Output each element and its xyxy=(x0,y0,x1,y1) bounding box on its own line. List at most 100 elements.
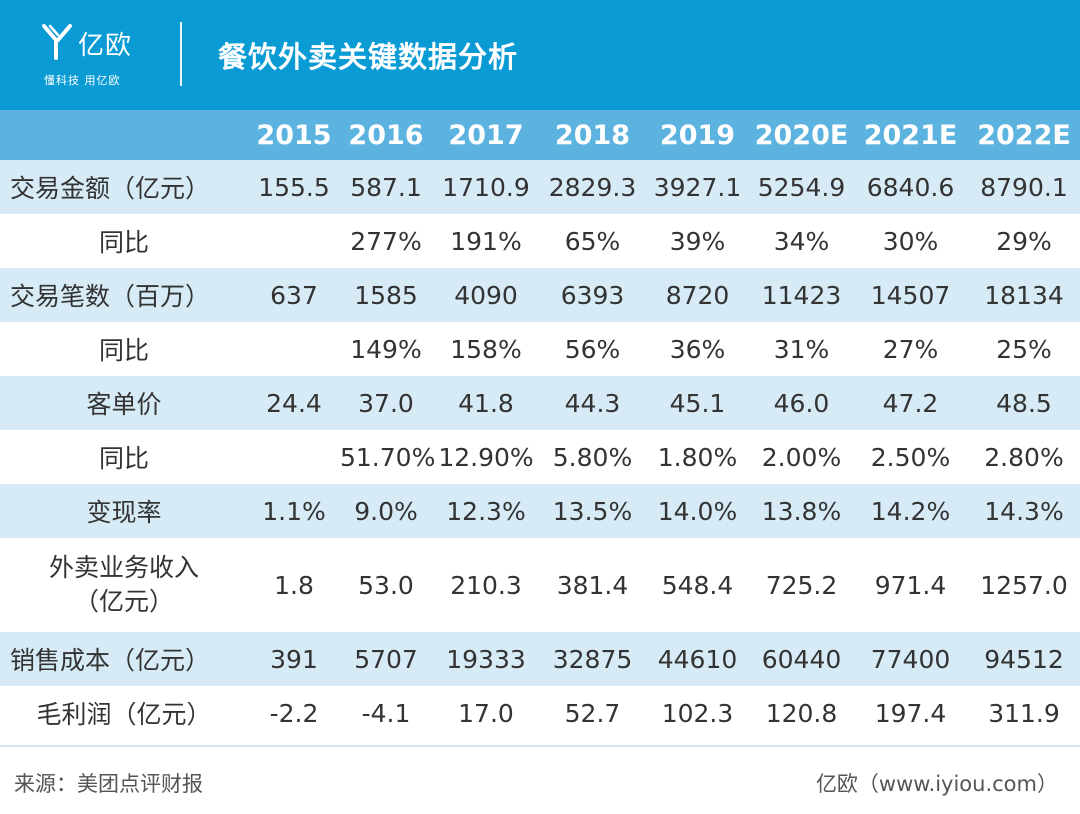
table-cell: 2.00% xyxy=(761,442,842,472)
row-label: 同比 xyxy=(98,336,149,365)
table-cell: 3927.1 xyxy=(653,172,742,202)
column-header: 2020E xyxy=(754,119,849,151)
site-credit: 亿欧（www.iyiou.com） xyxy=(815,772,1058,796)
table-cell: 725.2 xyxy=(765,570,838,600)
column-header xyxy=(0,110,248,160)
row-label: 毛利润（亿元） xyxy=(36,700,212,729)
table-cell: 8720 xyxy=(665,280,730,310)
logo-y-icon xyxy=(42,24,72,60)
table-row: 交易笔数（百万） 637 1585 4090 6393 8720 11423 1… xyxy=(0,268,1080,322)
row-label: 变现率 xyxy=(86,498,162,527)
table-cell: 32875 xyxy=(552,644,633,674)
table-cell: 18134 xyxy=(984,280,1064,310)
table-cell: 6840.6 xyxy=(866,172,955,202)
table-cell: 120.8 xyxy=(765,698,838,728)
table-cell: 46.0 xyxy=(773,388,830,418)
table-cell xyxy=(248,322,340,376)
table-cell: 19333 xyxy=(446,644,526,674)
column-header: 2022E xyxy=(977,119,1071,151)
table-cell: 197.4 xyxy=(874,698,947,728)
table-cell: 102.3 xyxy=(661,698,734,728)
table-cell: 12.90% xyxy=(438,442,534,472)
table-row: 同比 149% 158% 56% 36% 31% 27% 25% xyxy=(0,322,1080,376)
table-cell: 14507 xyxy=(870,280,951,310)
table-cell: 30% xyxy=(882,226,939,256)
footer-divider xyxy=(0,745,1080,747)
table-cell xyxy=(248,214,340,268)
table-cell: 44610 xyxy=(657,644,738,674)
table-cell: 51.70% xyxy=(340,442,436,472)
row-label: 交易金额（亿元） xyxy=(10,174,211,203)
table-cell: 17.0 xyxy=(458,698,514,728)
table-cell: 311.9 xyxy=(988,698,1060,728)
table-cell: 391 xyxy=(270,644,318,674)
table-cell: 277% xyxy=(350,226,422,256)
column-header: 2021E xyxy=(863,119,958,151)
page-title: 餐饮外卖关键数据分析 xyxy=(218,40,519,74)
source-note: 来源：美团点评财报 xyxy=(14,772,203,796)
table-cell: 25% xyxy=(996,334,1052,364)
table-cell: 158% xyxy=(450,334,522,364)
table-row: 变现率 1.1% 9.0% 12.3% 13.5% 14.0% 13.8% 14… xyxy=(0,484,1080,538)
table-cell: 12.3% xyxy=(446,496,526,526)
table-cell: 77400 xyxy=(870,644,951,674)
table-cell: 5254.9 xyxy=(757,172,846,202)
table-cell: 8790.1 xyxy=(980,172,1068,202)
row-label-line: 外卖业务收入 xyxy=(48,553,199,582)
table-cell: 1710.9 xyxy=(442,172,530,202)
header-banner: 亿欧 懂科技 用亿欧 餐饮外卖关键数据分析 xyxy=(0,0,1080,110)
table-cell: 5.80% xyxy=(552,442,633,472)
table-cell: 381.4 xyxy=(556,570,629,600)
table-cell: 56% xyxy=(564,334,621,364)
table-cell: 52.7 xyxy=(564,698,621,728)
table-header-row: 2015 2016 2017 2018 2019 2020E 2021E 202… xyxy=(0,110,1080,160)
column-header: 2016 xyxy=(348,119,424,151)
table-cell: 14.3% xyxy=(984,496,1064,526)
table-cell: 65% xyxy=(564,226,621,256)
table-row: 同比 51.70% 12.90% 5.80% 1.80% 2.00% 2.50%… xyxy=(0,430,1080,484)
table-cell: 1.1% xyxy=(262,496,326,526)
table-cell: 47.2 xyxy=(882,388,939,418)
table-cell: 34% xyxy=(773,226,830,256)
table-cell xyxy=(248,430,340,484)
table-cell: 191% xyxy=(450,226,522,256)
row-label: 交易笔数（百万） xyxy=(10,282,211,311)
column-header: 2018 xyxy=(554,119,631,151)
table-cell: 2.80% xyxy=(984,442,1064,472)
row-label: 同比 xyxy=(98,444,149,473)
table-cell: 53.0 xyxy=(358,570,414,600)
table-cell: 27% xyxy=(882,334,939,364)
table-cell: 11423 xyxy=(761,280,842,310)
column-header: 2019 xyxy=(659,119,736,151)
table-cell: 48.5 xyxy=(996,388,1052,418)
table-cell: 637 xyxy=(270,280,318,310)
table-cell: 29% xyxy=(996,226,1052,256)
column-header: 2017 xyxy=(448,119,524,151)
table-cell: 39% xyxy=(669,226,726,256)
table-cell: 2829.3 xyxy=(548,172,637,202)
table-row: 销售成本（亿元） 391 5707 19333 32875 44610 6044… xyxy=(0,632,1080,686)
table-cell: 5707 xyxy=(354,644,418,674)
table-cell: 41.8 xyxy=(458,388,514,418)
table-cell: 13.5% xyxy=(552,496,633,526)
table-row: 客单价 24.4 37.0 41.8 44.3 45.1 46.0 47.2 4… xyxy=(0,376,1080,430)
table-cell: 14.2% xyxy=(870,496,951,526)
table-cell: 587.1 xyxy=(350,172,422,202)
table-cell: 37.0 xyxy=(358,388,414,418)
logo-slogan: 懂科技 用亿欧 xyxy=(44,74,121,87)
table-row: 交易金额（亿元） 155.5 587.1 1710.9 2829.3 3927.… xyxy=(0,160,1080,214)
table-cell: 6393 xyxy=(560,280,625,310)
table-cell: 60440 xyxy=(761,644,842,674)
table-cell: 971.4 xyxy=(874,570,947,600)
table-cell: 1.8 xyxy=(274,570,314,600)
table-row: 毛利润（亿元） -2.2 -4.1 17.0 52.7 102.3 120.8 … xyxy=(0,686,1080,740)
data-table: 2015 2016 2017 2018 2019 2020E 2021E 202… xyxy=(0,110,1080,740)
row-label: 客单价 xyxy=(86,390,162,419)
brand-logo: 亿欧 懂科技 用亿欧 xyxy=(38,22,148,90)
table-cell: 210.3 xyxy=(450,570,522,600)
table-cell: -2.2 xyxy=(269,698,319,728)
table-row: 同比 277% 191% 65% 39% 34% 30% 29% xyxy=(0,214,1080,268)
table-cell: 13.8% xyxy=(761,496,842,526)
table-cell: 149% xyxy=(350,334,422,364)
row-label: 同比 xyxy=(98,228,149,257)
